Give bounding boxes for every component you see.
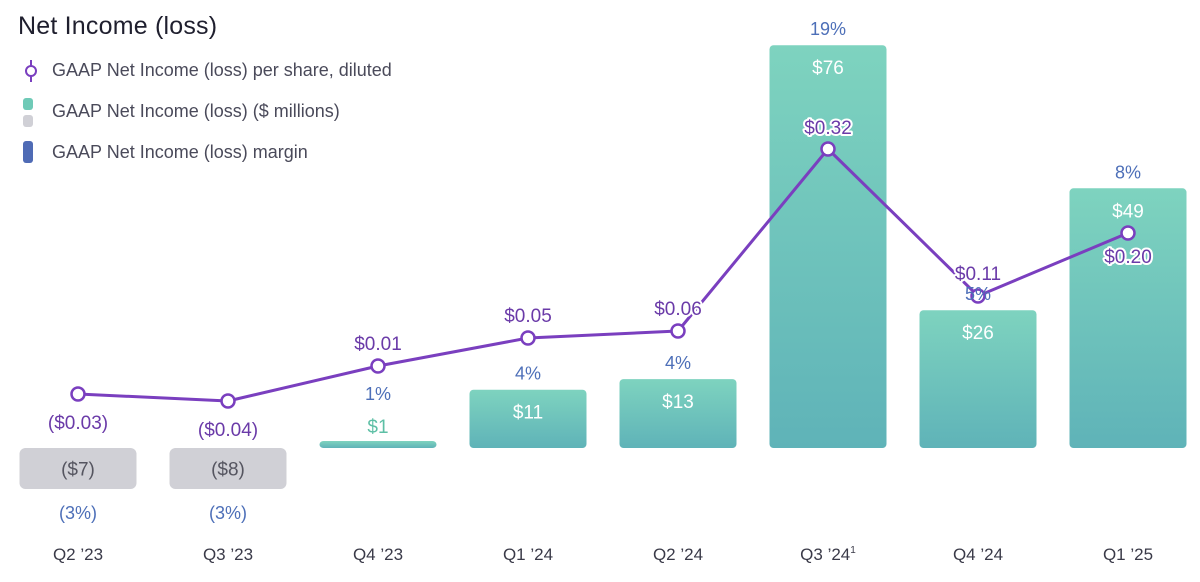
margin-label: (3%) xyxy=(209,503,247,523)
x-tick-label: Q3 ’23 xyxy=(203,545,253,564)
x-tick-label: Q2 ’24 xyxy=(653,545,703,564)
bar-value-label: $26 xyxy=(962,323,994,344)
line-marker-icon xyxy=(25,60,37,82)
bar-5 xyxy=(769,45,887,448)
eps-value-label: ($0.04) xyxy=(198,420,258,441)
bar-2 xyxy=(319,441,437,448)
margin-label: 8% xyxy=(1115,162,1141,182)
x-tick-label: Q1 ’25 xyxy=(1103,545,1153,564)
chart-title: Net Income (loss) xyxy=(18,12,218,40)
legend-label-eps: GAAP Net Income (loss) per share, dilute… xyxy=(52,60,392,80)
eps-line xyxy=(77,147,1129,403)
bar-0 xyxy=(19,448,137,489)
eps-value-label: $0.20 xyxy=(1104,247,1152,268)
eps-value-label: $0.05 xyxy=(504,306,552,327)
eps-point xyxy=(520,330,536,346)
x-tick-label: Q3 ’241 xyxy=(800,545,856,564)
negative-bar-swatch-icon xyxy=(23,115,33,127)
eps-point xyxy=(1120,225,1136,241)
margin-label: 1% xyxy=(365,384,391,404)
bar-7 xyxy=(1069,188,1187,449)
margin-label: 4% xyxy=(515,364,541,384)
bar-value-label: ($8) xyxy=(211,460,245,481)
eps-value-label: $0.32 xyxy=(804,118,852,139)
bar-swatch-icon xyxy=(23,98,33,110)
eps-value-label: $0.01 xyxy=(354,334,402,355)
bar-value-label: $13 xyxy=(662,392,694,413)
margin-label: 5% xyxy=(965,284,991,304)
legend-label-net-income: GAAP Net Income (loss) ($ millions) xyxy=(52,101,340,121)
bar-value-label: $76 xyxy=(812,58,844,79)
legend-label-margin: GAAP Net Income (loss) margin xyxy=(52,142,308,162)
eps-value-label: ($0.03) xyxy=(48,413,108,434)
bar-value-label: $11 xyxy=(513,403,543,424)
margin-swatch-icon xyxy=(23,141,33,163)
x-tick-label: Q4 ’23 xyxy=(353,545,403,564)
eps-point xyxy=(220,393,236,409)
bar-6 xyxy=(919,310,1037,448)
eps-point xyxy=(970,288,986,304)
bar-1 xyxy=(169,448,287,489)
margin-label: (3%) xyxy=(59,503,97,523)
margin-label: 4% xyxy=(665,353,691,373)
x-tick-label: Q2 ’23 xyxy=(53,545,103,564)
bar-value-label: ($7) xyxy=(61,460,95,481)
eps-value-label: $0.06 xyxy=(654,299,702,320)
bar-3 xyxy=(469,389,587,448)
eps-value-label: $0.11 xyxy=(955,264,1001,285)
bar-4 xyxy=(619,379,737,448)
margin-label: 19% xyxy=(810,19,846,39)
bar-value-label: $49 xyxy=(1112,201,1144,222)
bar-value-label: $1 xyxy=(367,417,388,438)
eps-point xyxy=(670,323,686,339)
x-tick-label: Q1 ’24 xyxy=(503,545,553,564)
eps-point xyxy=(70,386,86,402)
x-tick-label: Q4 ’24 xyxy=(953,545,1003,564)
eps-point xyxy=(820,141,836,157)
eps-point xyxy=(370,358,386,374)
